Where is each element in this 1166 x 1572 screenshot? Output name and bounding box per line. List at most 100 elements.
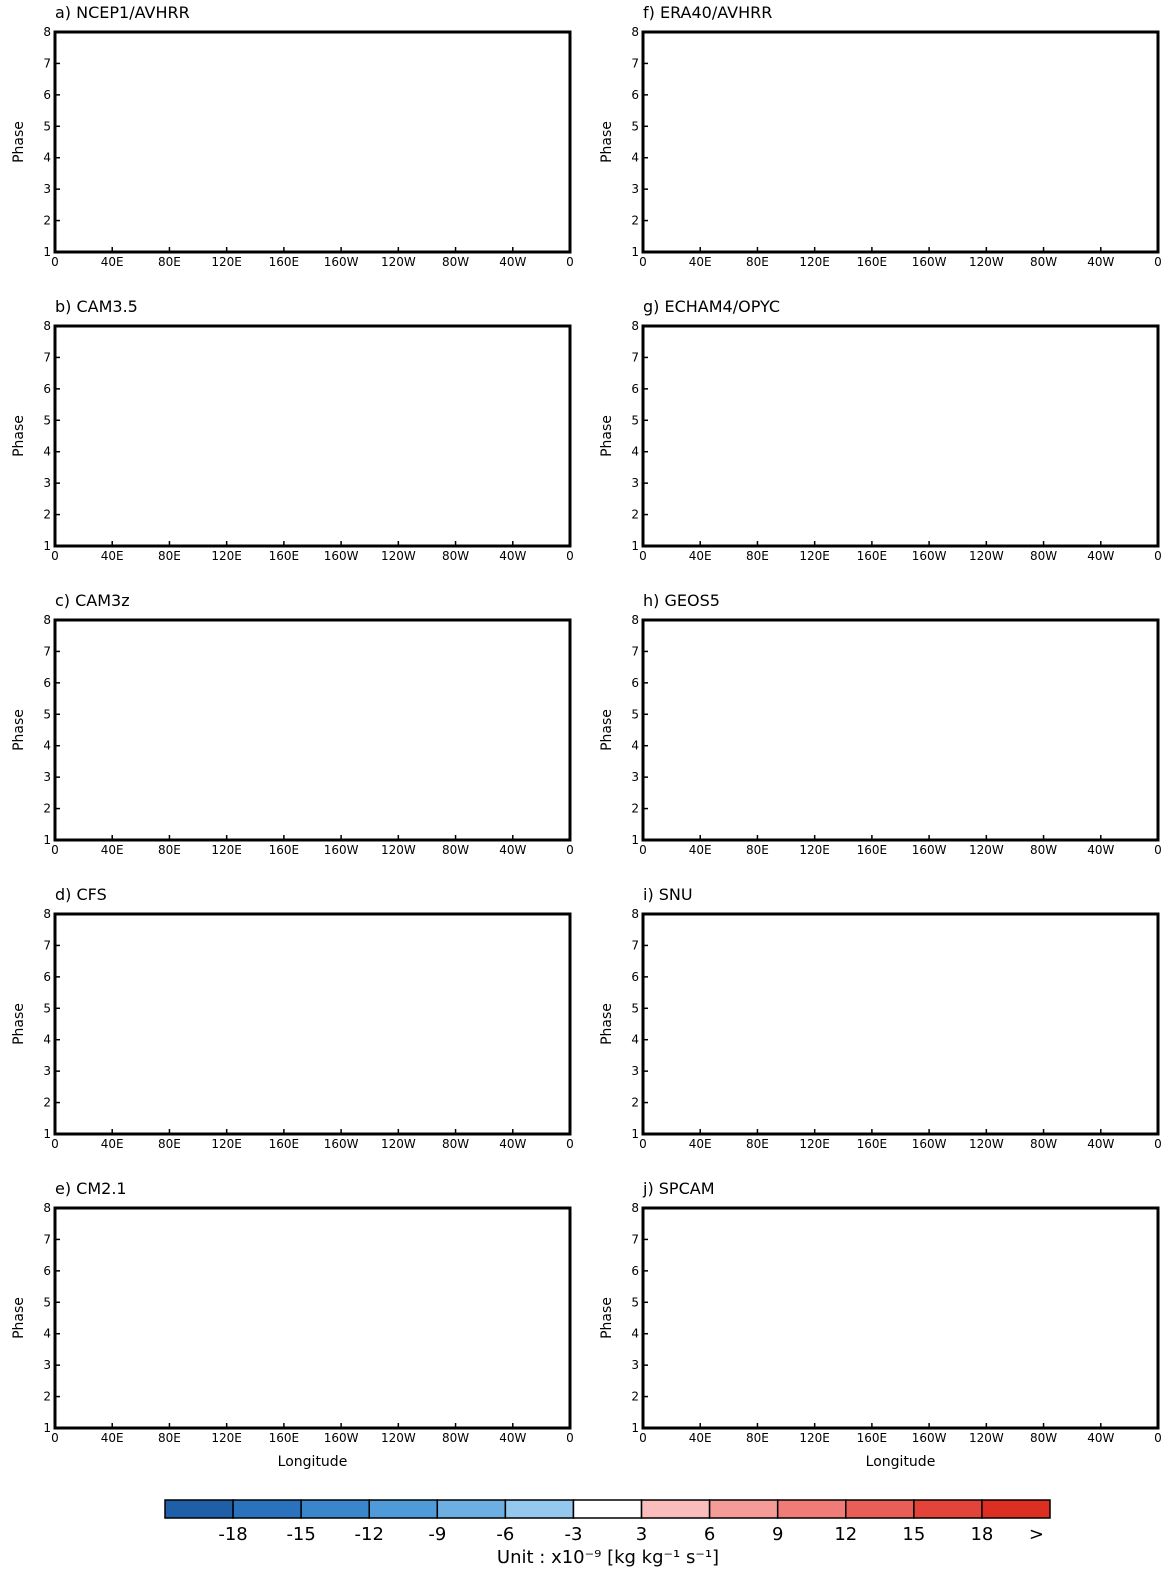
- colorbar-swatch: [640, 1499, 711, 1519]
- y-axis-label: Phase: [11, 415, 27, 457]
- x-tick-label: 0: [51, 843, 59, 857]
- x-tick-label: 40W: [1087, 255, 1114, 269]
- y-tick-label: 7: [631, 56, 639, 70]
- y-tick-label: 6: [43, 676, 51, 690]
- y-tick-label: 3: [43, 770, 51, 784]
- x-tick-label: 80E: [746, 549, 769, 563]
- panel-title: h) GEOS5: [643, 591, 720, 610]
- y-tick-label: 4: [43, 1033, 51, 1047]
- y-tick-label: 7: [631, 644, 639, 658]
- plot-frame: [641, 618, 1160, 842]
- colorbar-swatch: [572, 1499, 643, 1519]
- x-tick-label: 160E: [269, 255, 300, 269]
- y-tick-label: 6: [43, 970, 51, 984]
- colorbar-label: 3: [636, 1524, 647, 1545]
- y-tick-label: 1: [631, 1421, 639, 1435]
- x-tick-label: 120E: [211, 843, 242, 857]
- y-tick-label: 3: [43, 476, 51, 490]
- y-tick-label: 2: [43, 214, 51, 228]
- panel-title: c) CAM3z: [55, 591, 130, 610]
- y-tick-label: 1: [631, 245, 639, 259]
- x-tick-label: 80W: [442, 1137, 469, 1151]
- y-tick-label: 4: [43, 739, 51, 753]
- y-tick-label: 6: [43, 88, 51, 102]
- plot-frame: [53, 324, 572, 548]
- colorbar-swatch: [436, 1499, 507, 1519]
- colorbar-swatch: [776, 1499, 847, 1519]
- y-tick-label: 3: [631, 770, 639, 784]
- y-tick-label: 8: [631, 319, 639, 333]
- x-tick-label: 40W: [499, 549, 526, 563]
- y-tick-label: 8: [631, 1201, 639, 1215]
- x-tick-label: 80E: [158, 1137, 181, 1151]
- x-tick-label: 40W: [1087, 1137, 1114, 1151]
- y-tick-label: 3: [43, 1064, 51, 1078]
- x-tick-label: 0: [566, 843, 574, 857]
- x-tick-label: 0: [639, 255, 647, 269]
- x-tick-label: 40W: [499, 843, 526, 857]
- y-tick-label: 8: [43, 1201, 51, 1215]
- x-tick-label: 0: [51, 1431, 59, 1445]
- x-tick-label: 40E: [689, 549, 712, 563]
- plot-frame: [53, 618, 572, 842]
- y-tick-label: 1: [43, 833, 51, 847]
- x-tick-label: 80E: [158, 1431, 181, 1445]
- colorbar-swatch: [232, 1499, 302, 1519]
- x-tick-label: 120W: [969, 1431, 1004, 1445]
- y-tick-label: 6: [631, 676, 639, 690]
- y-tick-label: 5: [43, 707, 51, 721]
- x-tick-label: 120W: [381, 255, 416, 269]
- x-tick-label: 80E: [158, 549, 181, 563]
- colorbar-unit: Unit : x10⁻⁹ [kg kg⁻¹ s⁻¹]: [497, 1547, 719, 1568]
- x-tick-label: 0: [639, 1137, 647, 1151]
- plot-frame: [641, 912, 1160, 1136]
- x-tick-label: 80E: [746, 843, 769, 857]
- x-tick-label: 80E: [746, 255, 769, 269]
- x-tick-label: 40W: [499, 255, 526, 269]
- y-tick-label: 8: [43, 319, 51, 333]
- y-tick-label: 3: [631, 476, 639, 490]
- y-tick-label: 8: [43, 907, 51, 921]
- x-tick-label: 160W: [324, 1137, 359, 1151]
- y-axis-label: Phase: [11, 709, 27, 751]
- y-tick-label: 7: [43, 1232, 51, 1246]
- x-tick-label: 40W: [1087, 843, 1114, 857]
- colorbar-swatch: [913, 1499, 983, 1519]
- y-tick-label: 6: [631, 88, 639, 102]
- y-tick-label: 5: [631, 119, 639, 133]
- x-tick-label: 120E: [211, 1431, 242, 1445]
- x-tick-label: 80W: [1030, 843, 1057, 857]
- y-tick-label: 6: [631, 382, 639, 396]
- x-tick-label: 160E: [857, 549, 888, 563]
- y-tick-label: 5: [43, 1001, 51, 1015]
- colorbar-over-label: >: [1029, 1524, 1044, 1545]
- y-tick-label: 7: [43, 938, 51, 952]
- y-tick-label: 8: [631, 613, 639, 627]
- colorbar-label: -15: [286, 1524, 315, 1545]
- x-tick-label: 40E: [101, 1431, 124, 1445]
- x-tick-label: 120E: [211, 1137, 242, 1151]
- x-tick-label: 0: [639, 1431, 647, 1445]
- y-tick-label: 2: [631, 802, 639, 816]
- y-tick-label: 2: [631, 1096, 639, 1110]
- y-axis-label: Phase: [11, 121, 27, 163]
- y-axis-label: Phase: [11, 1297, 27, 1339]
- plot-frame: [641, 30, 1160, 254]
- y-tick-label: 7: [631, 1232, 639, 1246]
- x-tick-label: 80E: [158, 255, 181, 269]
- x-tick-label: 0: [1154, 549, 1162, 563]
- x-tick-label: 120E: [211, 255, 242, 269]
- x-tick-label: 80W: [442, 255, 469, 269]
- x-tick-label: 80W: [442, 549, 469, 563]
- colorbar-swatch: [504, 1499, 575, 1519]
- y-tick-label: 5: [43, 413, 51, 427]
- y-axis-label: Phase: [599, 1297, 615, 1339]
- y-tick-label: 2: [43, 508, 51, 522]
- colorbar-swatch: [708, 1499, 779, 1519]
- x-tick-label: 160W: [912, 255, 947, 269]
- y-tick-label: 4: [43, 445, 51, 459]
- x-tick-label: 160E: [269, 549, 300, 563]
- y-tick-label: 5: [43, 1295, 51, 1309]
- x-tick-label: 120W: [381, 1137, 416, 1151]
